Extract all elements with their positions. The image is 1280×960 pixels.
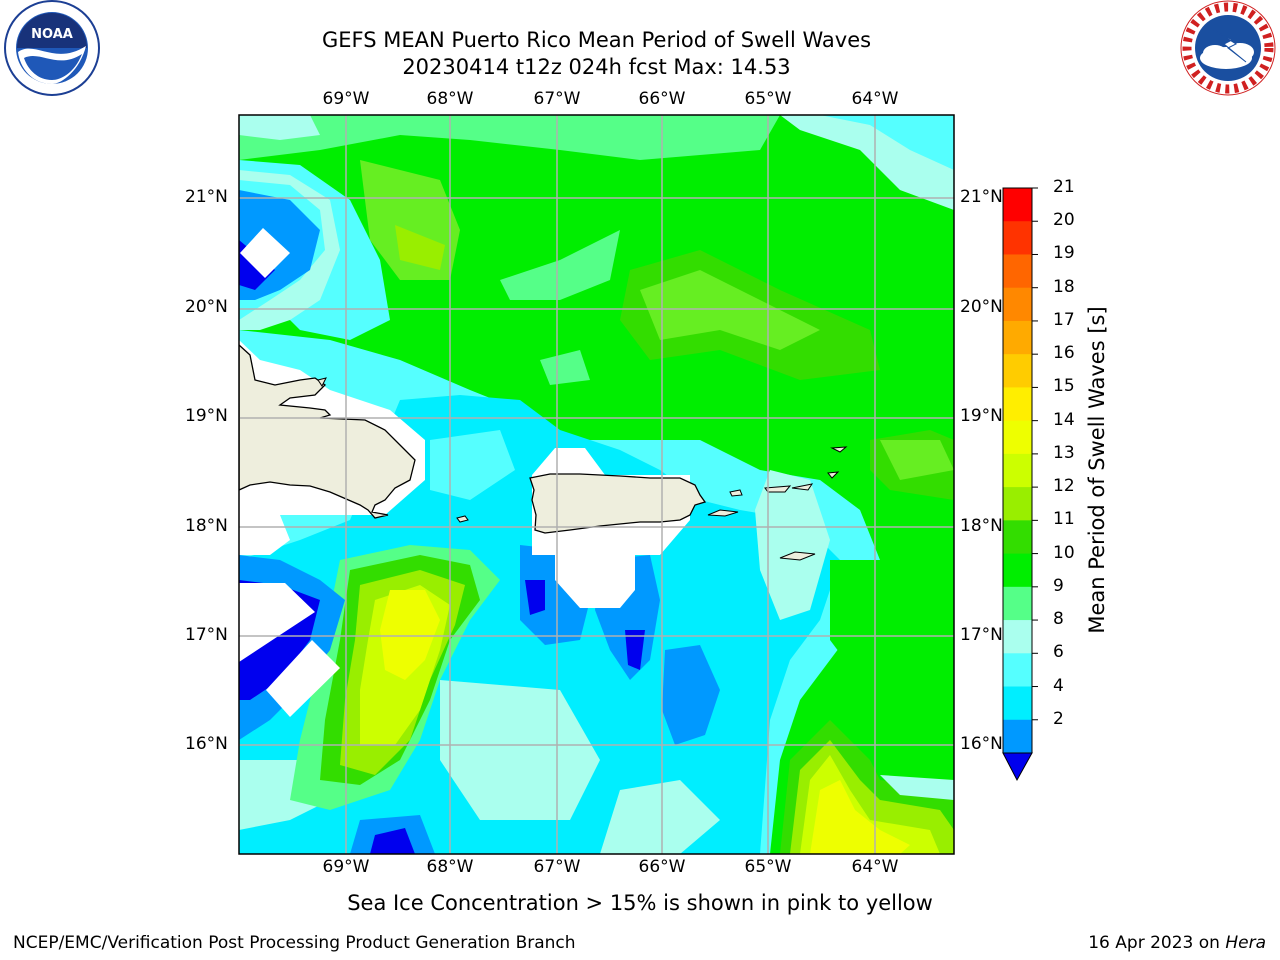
lat-label-right: 16°N: [960, 734, 1003, 754]
colorbar-tickmarks: [1032, 187, 1038, 721]
lat-label-right: 21°N: [960, 187, 1003, 207]
lat-label-left: 20°N: [185, 297, 228, 317]
colorbar-tick-label: 8: [1053, 609, 1064, 630]
footer-right: 16 Apr 2023 on Hera: [1088, 933, 1266, 953]
lon-label-top: 69°W: [322, 89, 370, 109]
graticule: [239, 115, 954, 854]
colorbar-tick-label: 9: [1053, 575, 1064, 596]
footer-left: NCEP/EMC/Verification Post Processing Pr…: [13, 933, 576, 953]
colorbar-cell: [1003, 188, 1032, 222]
lat-label-left: 19°N: [185, 406, 228, 426]
colorbar-cell: [1003, 254, 1032, 289]
swell-period-field: [239, 115, 954, 854]
colorbar-cell: [1003, 221, 1032, 255]
colorbar-cell: [1003, 719, 1032, 754]
lon-label-bottom: 64°W: [851, 857, 899, 877]
colorbar-cell: [1003, 653, 1032, 688]
colorbar-cell: [1003, 553, 1032, 588]
colorbar-cells: [1003, 188, 1032, 754]
colorbar-cell: [1003, 520, 1032, 555]
colorbar-tick-label: 2: [1053, 708, 1064, 729]
chart-title: GEFS MEAN Puerto Rico Mean Period of Swe…: [321, 28, 872, 52]
colorbar-tick-label: 4: [1053, 675, 1064, 696]
lon-label-bottom: 69°W: [322, 857, 370, 877]
lon-label-bottom: 67°W: [533, 857, 581, 877]
colorbar-tick-label: 14: [1053, 409, 1075, 430]
colorbar-tick-label: 19: [1053, 243, 1075, 264]
lat-label-right: 18°N: [960, 516, 1003, 536]
colorbar-cell: [1003, 387, 1032, 422]
lon-label-bottom: 66°W: [638, 857, 686, 877]
colorbar-cell: [1003, 620, 1032, 654]
colorbar-tick-label: 15: [1053, 376, 1075, 397]
nws-logo: [1180, 0, 1276, 96]
lat-label-left: 16°N: [185, 734, 228, 754]
footer-host: Hera: [1225, 933, 1266, 953]
lat-label-right: 19°N: [960, 406, 1003, 426]
lon-label-top: 68°W: [426, 89, 474, 109]
chart-subtitle: 20230414 t12z 024h fcst Max: 14.53: [402, 55, 791, 79]
colorbar-tick-label: 13: [1053, 442, 1075, 463]
colorbar-tick-label: 21: [1053, 177, 1075, 197]
map-frame: [238, 114, 955, 855]
lon-label-top: 64°W: [851, 89, 899, 109]
colorbar-cell: [1003, 686, 1032, 721]
colorbar-underflow-triangle: [1002, 752, 1033, 782]
colorbar-cell: [1003, 487, 1032, 521]
colorbar-tick-label: 18: [1053, 276, 1075, 297]
colorbar-tick-label: 12: [1053, 476, 1075, 497]
colorbar-tick-label: 6: [1053, 642, 1064, 663]
colorbar-frame: [1002, 187, 1033, 754]
colorbar-tick-label: 17: [1053, 309, 1075, 330]
lon-label-top: 66°W: [638, 89, 686, 109]
colorbar-label: Mean Period of Swell Waves [s]: [1085, 306, 1109, 634]
sea-ice-note: Sea Ice Concentration > 15% is shown in …: [347, 891, 933, 915]
lat-label-left: 17°N: [185, 625, 228, 645]
colorbar-cell: [1003, 453, 1032, 488]
colorbar-tick-label: 10: [1053, 542, 1075, 563]
colorbar-tick-label: 16: [1053, 343, 1075, 364]
lon-label-top: 65°W: [744, 89, 792, 109]
colorbar-cell: [1003, 586, 1032, 621]
colorbar-cell: [1003, 320, 1032, 355]
lon-label-bottom: 68°W: [426, 857, 474, 877]
lon-label-top: 67°W: [533, 89, 581, 109]
footer-date: 16 Apr 2023 on: [1088, 933, 1226, 953]
colorbar-tick-label: 20: [1053, 210, 1075, 231]
colorbar-tick-label: 11: [1053, 509, 1075, 530]
lat-label-right: 20°N: [960, 297, 1003, 317]
lat-label-right: 17°N: [960, 625, 1003, 645]
colorbar-cell: [1003, 354, 1032, 388]
colorbar-cell: [1003, 420, 1032, 455]
noaa-logo: NOAA: [4, 0, 100, 96]
noaa-logo-text: NOAA: [31, 27, 73, 42]
lat-label-left: 21°N: [185, 187, 228, 207]
lat-label-left: 18°N: [185, 516, 228, 536]
colorbar-cell: [1003, 287, 1032, 322]
lon-label-bottom: 65°W: [744, 857, 792, 877]
